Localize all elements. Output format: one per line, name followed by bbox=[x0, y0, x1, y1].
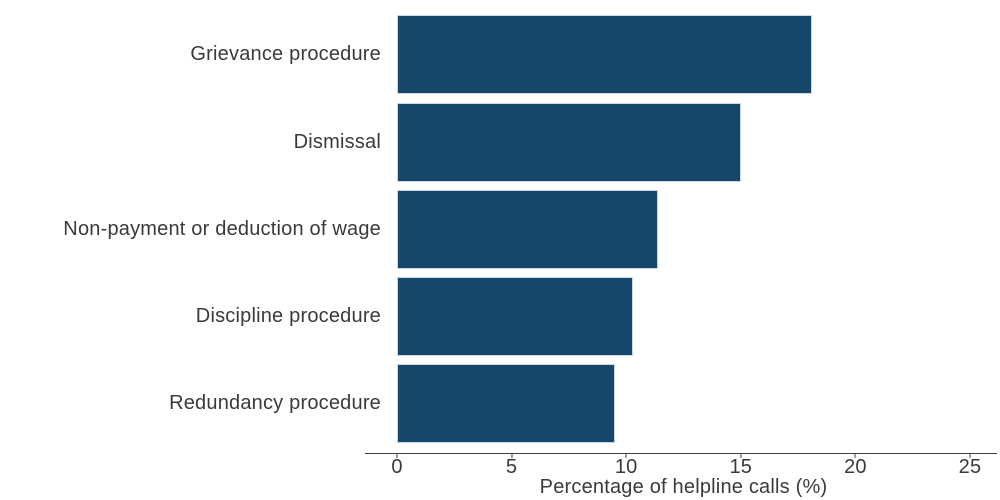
bar-row: Grievance procedure bbox=[0, 15, 1000, 94]
x-axis-tick-label: 15 bbox=[729, 456, 753, 478]
bar-grievance-procedure bbox=[397, 15, 812, 94]
bar-discipline-procedure bbox=[397, 277, 634, 356]
bar-non-payment-or-deduction-of-wage bbox=[397, 190, 659, 269]
x-axis-tick bbox=[396, 453, 398, 458]
x-axis-tick bbox=[740, 453, 742, 458]
x-axis-tick-label: 0 bbox=[391, 456, 403, 478]
category-label-redundancy-procedure: Redundancy procedure bbox=[169, 392, 381, 414]
x-axis-line bbox=[365, 453, 997, 454]
bar-dismissal bbox=[397, 103, 741, 182]
bar-row: Redundancy procedure bbox=[0, 364, 1000, 443]
x-axis-tick-label: 20 bbox=[844, 456, 867, 478]
x-axis-tick-label: 5 bbox=[505, 456, 518, 478]
category-label-non-payment-or-deduction-of-wage: Non-payment or deduction of wage bbox=[63, 218, 381, 240]
bar-row: Discipline procedure bbox=[0, 277, 1000, 356]
x-axis-tick bbox=[625, 453, 627, 458]
x-axis-tick bbox=[511, 453, 513, 458]
category-label-grievance-procedure: Grievance procedure bbox=[190, 43, 381, 65]
x-axis-title: Percentage of helpline calls (%) bbox=[539, 476, 828, 498]
category-label-dismissal: Dismissal bbox=[293, 131, 381, 153]
bar-redundancy-procedure bbox=[397, 364, 615, 443]
x-axis-tick bbox=[969, 453, 971, 458]
bar-row: Dismissal bbox=[0, 103, 1000, 182]
bar-row: Non-payment or deduction of wage bbox=[0, 190, 1000, 269]
x-axis-tick bbox=[854, 453, 856, 458]
x-axis-tick-label: 25 bbox=[958, 456, 982, 478]
category-label-discipline-procedure: Discipline procedure bbox=[195, 305, 381, 327]
x-axis-tick-label: 10 bbox=[614, 456, 638, 478]
